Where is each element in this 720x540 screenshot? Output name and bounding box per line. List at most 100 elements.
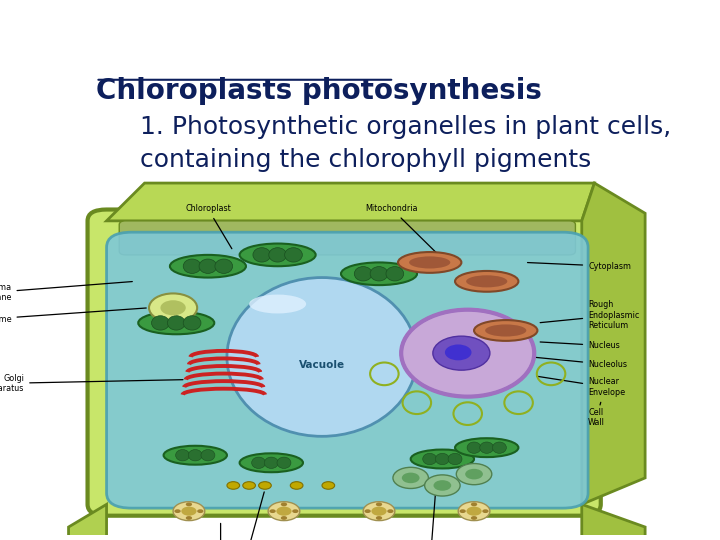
Polygon shape — [582, 183, 645, 504]
Text: Ribosomes: Ribosomes — [224, 492, 268, 540]
Circle shape — [372, 507, 387, 516]
Ellipse shape — [163, 446, 227, 464]
Ellipse shape — [269, 248, 287, 262]
Ellipse shape — [386, 267, 404, 281]
Circle shape — [276, 507, 292, 516]
Circle shape — [376, 516, 382, 520]
Circle shape — [269, 509, 276, 513]
Circle shape — [425, 475, 460, 496]
Circle shape — [402, 472, 420, 483]
Ellipse shape — [480, 442, 494, 454]
Ellipse shape — [215, 259, 233, 273]
Ellipse shape — [264, 457, 278, 468]
Ellipse shape — [170, 255, 246, 278]
Ellipse shape — [436, 453, 449, 464]
Ellipse shape — [410, 449, 474, 468]
Circle shape — [197, 509, 204, 513]
Ellipse shape — [467, 442, 481, 454]
Text: Vacuole: Vacuole — [299, 360, 345, 369]
Circle shape — [322, 482, 335, 489]
Circle shape — [149, 293, 197, 322]
Circle shape — [292, 509, 299, 513]
Ellipse shape — [240, 453, 303, 472]
Ellipse shape — [474, 320, 537, 341]
Circle shape — [363, 502, 395, 521]
Circle shape — [471, 502, 477, 507]
Ellipse shape — [227, 278, 417, 436]
Ellipse shape — [455, 271, 518, 292]
Ellipse shape — [466, 275, 508, 287]
Text: Nuclear
Envelope: Nuclear Envelope — [537, 376, 625, 397]
Ellipse shape — [423, 453, 436, 464]
Text: Chloroplast: Chloroplast — [185, 204, 232, 249]
Text: Cytoplasm: Cytoplasm — [528, 262, 631, 271]
Circle shape — [173, 502, 204, 521]
Ellipse shape — [485, 325, 526, 336]
Text: Nucleolus: Nucleolus — [496, 354, 627, 369]
Polygon shape — [107, 183, 595, 221]
Text: Peroxisome: Peroxisome — [0, 308, 146, 323]
Ellipse shape — [284, 248, 302, 262]
Ellipse shape — [398, 252, 462, 273]
Ellipse shape — [167, 316, 185, 330]
Text: containing the chlorophyll pigments: containing the chlorophyll pigments — [140, 148, 591, 172]
Circle shape — [465, 469, 483, 480]
Circle shape — [186, 516, 192, 520]
Circle shape — [258, 482, 271, 489]
Ellipse shape — [249, 295, 306, 313]
Text: 1. Photosynthetic organelles in plant cells,: 1. Photosynthetic organelles in plant ce… — [140, 114, 672, 139]
Ellipse shape — [151, 316, 169, 330]
FancyBboxPatch shape — [107, 232, 588, 508]
Circle shape — [467, 507, 482, 516]
Text: Smooth
Endoplasmic
Reticulum: Smooth Endoplasmic Reticulum — [404, 488, 455, 540]
Ellipse shape — [370, 267, 388, 281]
Text: Cell
Wall: Cell Wall — [588, 402, 605, 427]
Circle shape — [459, 509, 466, 513]
Circle shape — [393, 467, 428, 489]
Ellipse shape — [183, 316, 201, 330]
Circle shape — [227, 482, 240, 489]
Circle shape — [456, 463, 492, 485]
Circle shape — [376, 502, 382, 507]
Text: Plasma
Membrane: Plasma Membrane — [0, 281, 132, 302]
Circle shape — [186, 502, 192, 507]
Polygon shape — [68, 504, 107, 540]
Circle shape — [471, 516, 477, 520]
FancyBboxPatch shape — [88, 210, 600, 516]
Text: Golgi
Apparatus: Golgi Apparatus — [0, 374, 183, 393]
Circle shape — [482, 509, 489, 513]
Text: Mitochondria: Mitochondria — [366, 204, 441, 256]
Ellipse shape — [183, 259, 201, 273]
Ellipse shape — [492, 442, 506, 454]
Circle shape — [281, 502, 287, 507]
FancyBboxPatch shape — [120, 221, 575, 255]
Ellipse shape — [409, 256, 450, 268]
Circle shape — [387, 509, 394, 513]
Circle shape — [181, 507, 197, 516]
Ellipse shape — [401, 309, 534, 396]
Circle shape — [290, 482, 303, 489]
Ellipse shape — [455, 438, 518, 457]
Circle shape — [281, 516, 287, 520]
Ellipse shape — [445, 345, 472, 360]
Ellipse shape — [252, 457, 266, 468]
Text: Rough
Endoplasmic
Reticulum: Rough Endoplasmic Reticulum — [540, 300, 639, 330]
Ellipse shape — [199, 259, 217, 273]
Ellipse shape — [433, 336, 490, 370]
Text: Chloroplasts photosynthesis: Chloroplasts photosynthesis — [96, 77, 541, 105]
Ellipse shape — [341, 262, 417, 285]
Ellipse shape — [354, 267, 372, 281]
Text: Plasmodesmata: Plasmodesmata — [189, 523, 253, 540]
Ellipse shape — [277, 457, 291, 468]
Ellipse shape — [201, 449, 215, 461]
Ellipse shape — [138, 312, 215, 334]
Circle shape — [268, 502, 300, 521]
Circle shape — [243, 482, 256, 489]
Text: Nucleus: Nucleus — [540, 341, 620, 350]
Circle shape — [433, 480, 451, 491]
Circle shape — [364, 509, 371, 513]
Ellipse shape — [448, 453, 462, 464]
Ellipse shape — [240, 244, 315, 266]
Ellipse shape — [189, 449, 202, 461]
Circle shape — [174, 509, 181, 513]
